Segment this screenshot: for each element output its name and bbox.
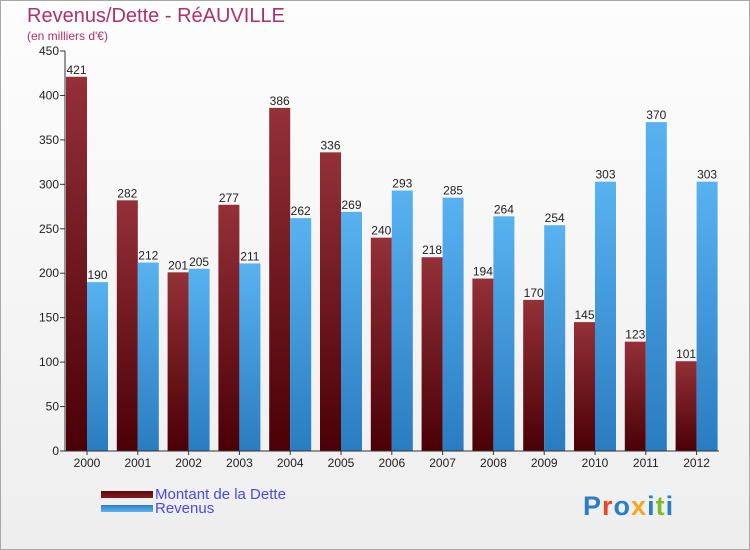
bar-revenue (442, 197, 464, 451)
bar-revenue (137, 262, 159, 451)
x-tick-label: 2012 (683, 456, 710, 470)
data-label-revenue: 211 (240, 249, 259, 263)
y-tick-label: 450 (39, 44, 59, 58)
data-label-debt: 282 (117, 186, 137, 200)
data-label-revenue: 212 (138, 249, 158, 263)
bar-revenue (188, 268, 210, 451)
x-tick-label: 2002 (175, 456, 202, 470)
legend-swatch-debt (101, 491, 153, 498)
data-label-debt: 218 (422, 243, 442, 257)
data-label-revenue: 370 (646, 108, 666, 122)
bar-revenue (391, 190, 413, 452)
data-label-revenue: 269 (341, 198, 361, 212)
bar-debt (421, 257, 443, 451)
data-label-debt: 277 (219, 191, 239, 205)
bar-revenue (544, 225, 566, 451)
x-tick-label: 2001 (124, 456, 151, 470)
legend-swatch-revenue (101, 505, 153, 512)
logo-letter: P (583, 491, 603, 521)
bar-debt (167, 272, 189, 451)
logo-letter: t (655, 491, 666, 521)
bar-debt (269, 107, 291, 451)
data-label-debt: 336 (320, 138, 340, 152)
data-label-revenue: 303 (697, 168, 717, 182)
y-tick-label: 50 (46, 400, 60, 414)
data-label-debt: 170 (524, 286, 544, 300)
bar-debt (116, 200, 138, 451)
data-label-revenue: 254 (545, 211, 565, 225)
bar-debt (624, 341, 646, 451)
x-tick-label: 2007 (429, 456, 456, 470)
y-tick-label: 200 (39, 266, 59, 280)
data-label-revenue: 205 (189, 255, 209, 269)
bar-debt (320, 152, 341, 452)
x-tick-label: 2008 (480, 456, 507, 470)
x-tick-label: 2011 (633, 456, 659, 470)
legend-item-debt: Montant de la Dette (101, 486, 286, 503)
data-label-revenue: 190 (87, 268, 107, 282)
x-tick-label: 2004 (277, 456, 304, 470)
data-label-debt: 123 (625, 328, 645, 342)
y-tick-label: 100 (39, 355, 59, 369)
x-tick-label: 2000 (74, 456, 101, 470)
data-label-revenue: 303 (595, 168, 615, 182)
logo-letter: i (647, 491, 656, 521)
legend-label-debt: Montant de la Dette (155, 486, 286, 503)
bar-debt (523, 299, 545, 451)
data-label-revenue: 262 (291, 204, 311, 218)
data-label-revenue: 285 (443, 184, 463, 198)
data-label-debt: 201 (168, 258, 188, 272)
y-tick-label: 300 (39, 177, 59, 191)
logo-letter: o (613, 491, 632, 521)
legend-label-revenue: Revenus (155, 500, 215, 517)
bar-debt (472, 278, 494, 451)
bar-debt (218, 204, 240, 451)
x-tick-label: 2006 (378, 456, 405, 470)
data-label-debt: 240 (371, 224, 391, 238)
data-label-revenue: 293 (392, 177, 412, 191)
data-label-debt: 101 (676, 347, 696, 361)
chart-subtitle: (en milliers d'€) (27, 29, 108, 43)
x-tick-label: 2005 (328, 456, 355, 470)
proxiti-logo: Proxiti (583, 491, 674, 522)
y-tick-label: 350 (39, 133, 59, 147)
x-tick-label: 2003 (226, 456, 253, 470)
data-label-debt: 421 (66, 63, 86, 77)
logo-letter: r (602, 491, 614, 521)
bar-revenue (493, 216, 515, 451)
bar-revenue (87, 282, 108, 451)
x-axis: 2000 2001 2002 2003 2004 2005 2006 2007 2008 2009… (65, 450, 719, 470)
bar-revenue (696, 181, 718, 451)
data-label-revenue: 264 (494, 202, 514, 216)
x-tick-label: 2009 (531, 456, 558, 470)
chart-title: Revenus/Dette - RéAUVILLE (27, 5, 285, 27)
data-label-debt: 194 (473, 265, 493, 279)
bar-debt (574, 322, 595, 451)
bar-debt (66, 76, 87, 452)
bar-revenue (645, 122, 667, 451)
logo-letter: x (631, 491, 648, 521)
data-label-debt: 145 (574, 308, 594, 322)
y-tick-label: 150 (39, 311, 59, 325)
data-label-debt: 386 (270, 94, 290, 108)
y-tick-label: 0 (52, 444, 59, 458)
legend-item-revenue: Revenus (101, 500, 214, 517)
bar-debt (675, 361, 697, 451)
bar-revenue (290, 218, 312, 451)
bar-revenue (595, 181, 616, 451)
bar-revenue (239, 263, 261, 451)
bar-debt (370, 237, 392, 451)
y-tick-label: 400 (39, 88, 59, 102)
bar-revenue (341, 211, 362, 451)
y-tick-label: 250 (39, 222, 59, 236)
x-tick-label: 2010 (582, 456, 609, 470)
bars: 421 190 282 212 201 205 277 211 386 262 336 269 240 2… (66, 63, 718, 452)
logo-letter: i (665, 491, 675, 521)
y-axis: 0 50 100 150 200 250 300 350 400 450 (39, 44, 66, 458)
